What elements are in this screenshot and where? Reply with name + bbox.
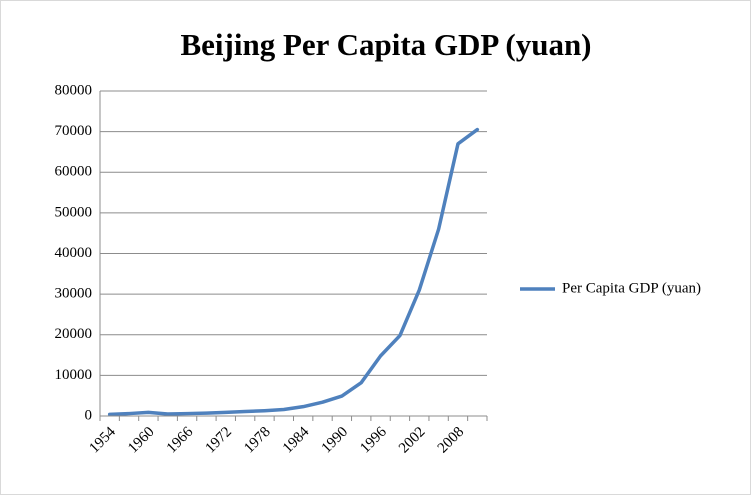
y-tick-label: 20000 [55,326,93,342]
y-tick-label: 80000 [55,82,93,98]
series-line [107,127,480,417]
legend-label: Per Capita GDP (yuan) [562,280,701,296]
y-tick-label: 70000 [55,123,93,139]
y-tick-label: 30000 [55,286,93,302]
y-tick-label: 10000 [55,367,93,383]
y-tick-label: 50000 [55,204,93,220]
y-tick-label: 40000 [55,245,93,261]
chart-title: Beijing Per Capita GDP (yuan) [180,27,591,62]
y-tick-label: 60000 [55,164,93,180]
y-tick-label: 0 [85,407,93,423]
